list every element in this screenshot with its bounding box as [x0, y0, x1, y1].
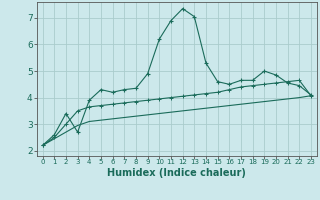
- X-axis label: Humidex (Indice chaleur): Humidex (Indice chaleur): [108, 168, 246, 178]
